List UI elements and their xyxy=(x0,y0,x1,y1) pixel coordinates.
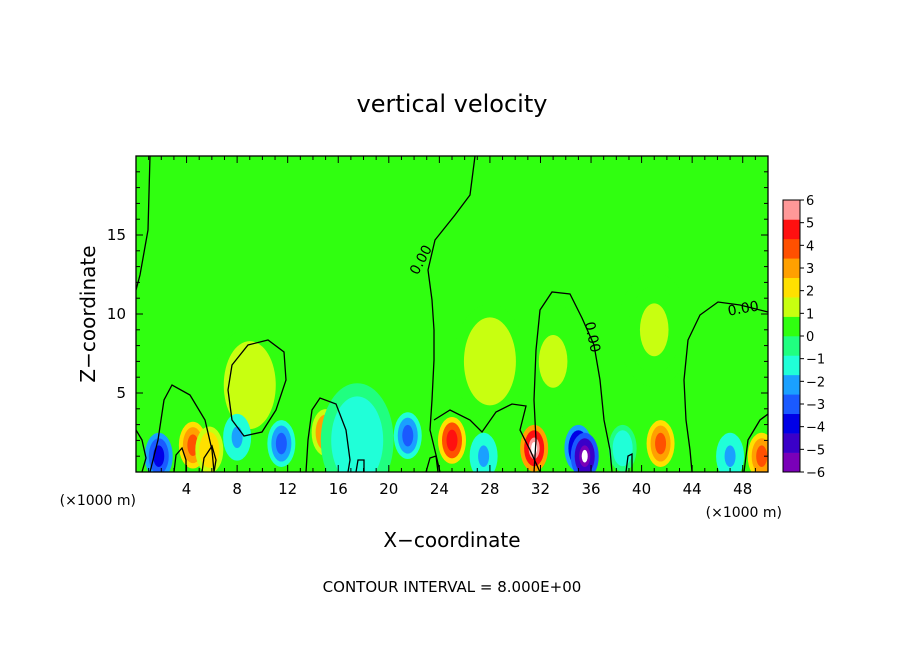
colorbar-tick-label: −5 xyxy=(806,443,825,458)
field-feature-core xyxy=(475,335,505,388)
contour-label: 0.00 xyxy=(727,298,760,319)
x-tick-label: 20 xyxy=(379,480,398,498)
y-tick-label: 10 xyxy=(107,305,126,323)
colorbar-swatch xyxy=(783,297,800,317)
contour-loop-8 xyxy=(201,444,217,472)
field-feature-core xyxy=(231,426,243,449)
contour-loop-9 xyxy=(355,459,365,472)
colorbar-swatch xyxy=(783,336,800,356)
x-tick-label: 40 xyxy=(632,480,651,498)
colorbar-swatch xyxy=(783,200,800,220)
field-feature-core xyxy=(402,424,414,447)
field-feature-core xyxy=(724,445,736,468)
colorbar-swatch xyxy=(783,413,800,434)
x-tick-label: 8 xyxy=(232,480,242,498)
colorbar-swatch xyxy=(783,238,800,259)
x-tick-label: 36 xyxy=(581,480,600,498)
colorbar-tick-label: 4 xyxy=(806,239,814,254)
colorbar-swatch xyxy=(783,316,800,337)
colorbar-swatch xyxy=(783,258,800,279)
x-unit-label-right: (×1000 m) xyxy=(706,505,782,521)
x-axis-label: X−coordinate xyxy=(383,528,520,552)
field-feature-core xyxy=(342,414,372,467)
colorbar-tick-label: 1 xyxy=(806,307,814,322)
colorbar-swatch xyxy=(783,277,800,298)
chart-title: vertical velocity xyxy=(357,90,548,118)
x-tick-label: 32 xyxy=(531,480,550,498)
contour-loop-11 xyxy=(625,452,633,472)
field-feature-core xyxy=(655,432,667,455)
contour-loop-1 xyxy=(149,384,215,472)
colorbar-swatch xyxy=(783,452,800,473)
colorbar-tick-label: −1 xyxy=(806,353,825,368)
x-tick-label: 24 xyxy=(430,480,449,498)
plot-area: 0.00 0.00 0.00 4 8 12 16 20 24 28 32 36 40 44 48 51… xyxy=(107,155,769,498)
colorbar-tick-label: −3 xyxy=(806,398,825,413)
x-tick-label: 28 xyxy=(480,480,499,498)
contour-loop-7 xyxy=(173,446,187,472)
colorbar-swatch xyxy=(783,219,800,240)
x-unit-label-left: (×1000 m) xyxy=(60,493,136,509)
contour-loop-3 xyxy=(305,397,351,472)
colorbar-tick-label: 3 xyxy=(806,262,814,277)
x-tick-label: 48 xyxy=(733,480,752,498)
x-tick-label: 12 xyxy=(278,480,297,498)
y-axis-label: Z−coordinate xyxy=(76,245,100,382)
colorbar-tick-label: 6 xyxy=(806,194,814,209)
contour-line-right xyxy=(683,301,768,472)
x-tick-label: 4 xyxy=(182,480,192,498)
y-tick-label: 5 xyxy=(116,384,126,402)
contour-label: 0.00 xyxy=(581,320,603,354)
field-feature-core xyxy=(153,445,165,468)
contour-loop-4 xyxy=(433,403,541,472)
contour-loop-2 xyxy=(227,339,287,437)
contour-line-upper-middle xyxy=(427,156,476,472)
contour-loop-5 xyxy=(533,291,613,472)
y-axis-ticks: 5 10 15 xyxy=(107,171,768,457)
colorbar: 6 5 4 3 2 1 0 −1 −2 −3 −4 −5 −6 xyxy=(782,194,825,481)
colorbar-tick-label: 5 xyxy=(806,217,814,232)
y-tick-label: 15 xyxy=(107,226,126,244)
field-feature-peak xyxy=(581,449,588,463)
colorbar-tick-label: −2 xyxy=(806,375,825,390)
contour-interval-text: CONTOUR INTERVAL = 8.000E+00 xyxy=(323,578,582,596)
field-feature-core xyxy=(756,445,768,468)
field-feature-core xyxy=(275,432,287,455)
colorbar-swatch xyxy=(783,374,800,395)
x-tick-label: 44 xyxy=(683,480,702,498)
x-tick-label: 16 xyxy=(329,480,348,498)
colorbar-tick-label: −4 xyxy=(806,421,825,436)
field-feature-core xyxy=(617,437,629,460)
colorbar-tick-label: 2 xyxy=(806,285,814,300)
x-axis-ticks: 4 8 12 16 20 24 28 32 36 40 44 48 xyxy=(148,156,756,498)
colorbar-tick-label: −6 xyxy=(806,466,825,481)
contour-loop-12 xyxy=(136,429,147,472)
contour-loop-6 xyxy=(743,413,768,472)
colorbar-swatch xyxy=(783,433,800,453)
field-feature-core xyxy=(235,358,265,412)
colorbar-swatch xyxy=(783,394,800,415)
zero-contours xyxy=(136,156,768,472)
contour-loop-10 xyxy=(425,455,439,472)
colorbar-swatch xyxy=(783,355,800,376)
field-feature-core xyxy=(538,335,568,388)
colorbar-tick-label: 0 xyxy=(806,330,814,345)
field-feature-core xyxy=(446,429,458,452)
field-feature-core xyxy=(639,303,669,357)
field-features xyxy=(144,272,768,472)
field-feature-core xyxy=(478,445,490,468)
